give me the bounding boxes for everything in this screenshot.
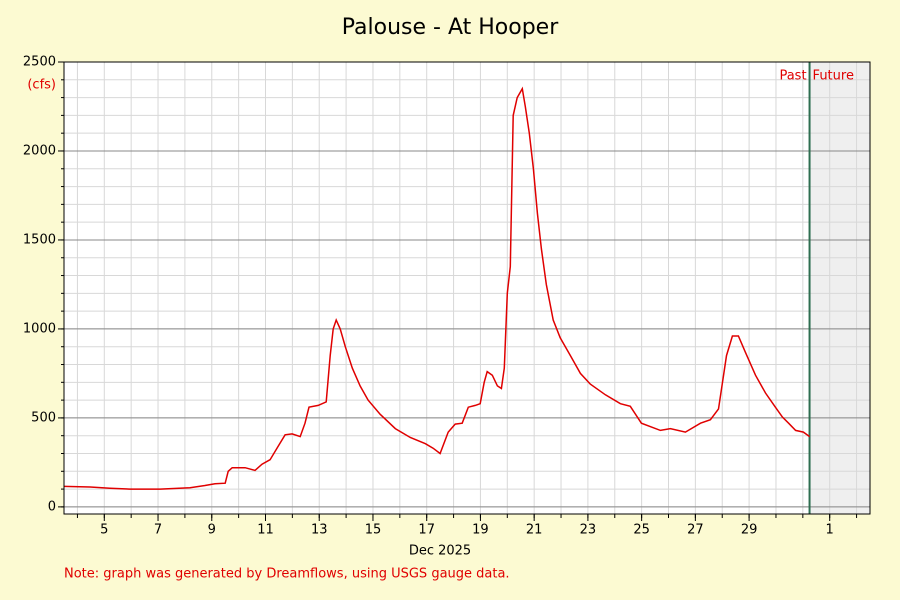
x-tick-label: 15 xyxy=(365,523,382,538)
y-tick-label: 0 xyxy=(48,499,56,514)
note: Note: graph was generated by Dreamflows,… xyxy=(64,567,510,582)
y-tick-label: 2000 xyxy=(23,143,56,158)
x-tick-label: 5 xyxy=(100,523,108,538)
future-label: Future xyxy=(813,69,854,84)
x-tick-label: 29 xyxy=(741,523,758,538)
x-tick-label: 19 xyxy=(472,523,489,538)
future-region xyxy=(809,62,870,514)
x-tick-label: 9 xyxy=(208,523,216,538)
y-unit: (cfs) xyxy=(27,78,56,93)
x-axis-label: Dec 2025 xyxy=(409,544,471,559)
x-tick-label: 7 xyxy=(154,523,162,538)
chart-title: Palouse - At Hooper xyxy=(342,15,559,40)
x-tick-label: 21 xyxy=(526,523,543,538)
y-tick-label: 2500 xyxy=(23,55,56,70)
x-tick-label: 23 xyxy=(580,523,597,538)
x-tick-label: 17 xyxy=(418,523,435,538)
x-tick-label: 27 xyxy=(687,523,704,538)
x-tick-label: 11 xyxy=(257,523,274,538)
plot-area xyxy=(64,62,870,514)
x-tick-label: 25 xyxy=(633,523,650,538)
x-tick-label: 13 xyxy=(311,523,328,538)
x-tick-label: 1 xyxy=(826,523,834,538)
y-tick-label: 1000 xyxy=(23,321,56,336)
y-tick-label: 1500 xyxy=(23,232,56,247)
y-tick-label: 500 xyxy=(31,410,56,425)
plot-border xyxy=(63,61,871,515)
flow-line xyxy=(63,86,811,490)
past-label: Past xyxy=(779,69,806,84)
